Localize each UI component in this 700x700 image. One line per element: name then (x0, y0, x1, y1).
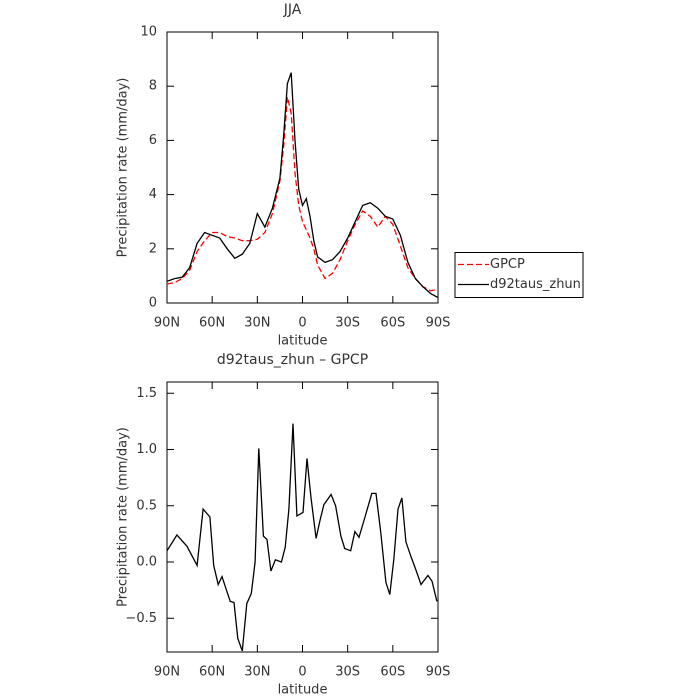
x-axis-label: latitude (278, 334, 328, 349)
y-tick-label: 1.0 (136, 442, 157, 457)
x-tick-label: 60N (199, 316, 225, 331)
x-tick-label: 90S (426, 665, 451, 680)
y-tick-label: 1.5 (136, 386, 157, 401)
y-tick-label: 8 (149, 79, 157, 94)
y-tick-label: 2 (149, 241, 157, 256)
y-tick-label: −0.5 (125, 611, 157, 626)
x-tick-label: 90S (426, 316, 451, 331)
x-axis-label: latitude (278, 683, 328, 698)
plot-frame (166, 31, 439, 304)
legend-label: d92taus_zhun (490, 277, 581, 292)
x-tick-label: 30N (244, 665, 270, 680)
legend-box (454, 252, 584, 298)
x-tick-label: 90N (154, 665, 180, 680)
y-tick-label: 0 (149, 296, 157, 311)
chart-title: d92taus_zhun – GPCP (217, 352, 368, 368)
y-tick-label: 0.0 (136, 555, 157, 570)
x-tick-label: 60S (380, 665, 405, 680)
y-tick-label: 10 (140, 25, 157, 40)
y-axis-label: Precipitation rate (mm/day) (116, 78, 131, 258)
y-axis-label: Precipitation rate (mm/day) (116, 427, 131, 607)
y-tick-label: 0.5 (136, 498, 157, 513)
y-tick-label: 4 (149, 187, 157, 202)
data-line (166, 96, 439, 292)
x-tick-label: 90N (154, 316, 180, 331)
data-line (166, 423, 438, 652)
x-tick-label: 0 (298, 665, 306, 680)
legend-label: GPCP (490, 257, 525, 272)
x-tick-label: 60S (380, 316, 405, 331)
x-tick-label: 0 (298, 316, 306, 331)
x-tick-label: 60N (199, 665, 225, 680)
y-tick-label: 6 (149, 133, 157, 148)
x-tick-label: 30N (244, 316, 270, 331)
data-line (166, 72, 439, 299)
x-tick-label: 30S (335, 665, 360, 680)
x-tick-label: 30S (335, 316, 360, 331)
chart-title: JJA (283, 2, 302, 18)
